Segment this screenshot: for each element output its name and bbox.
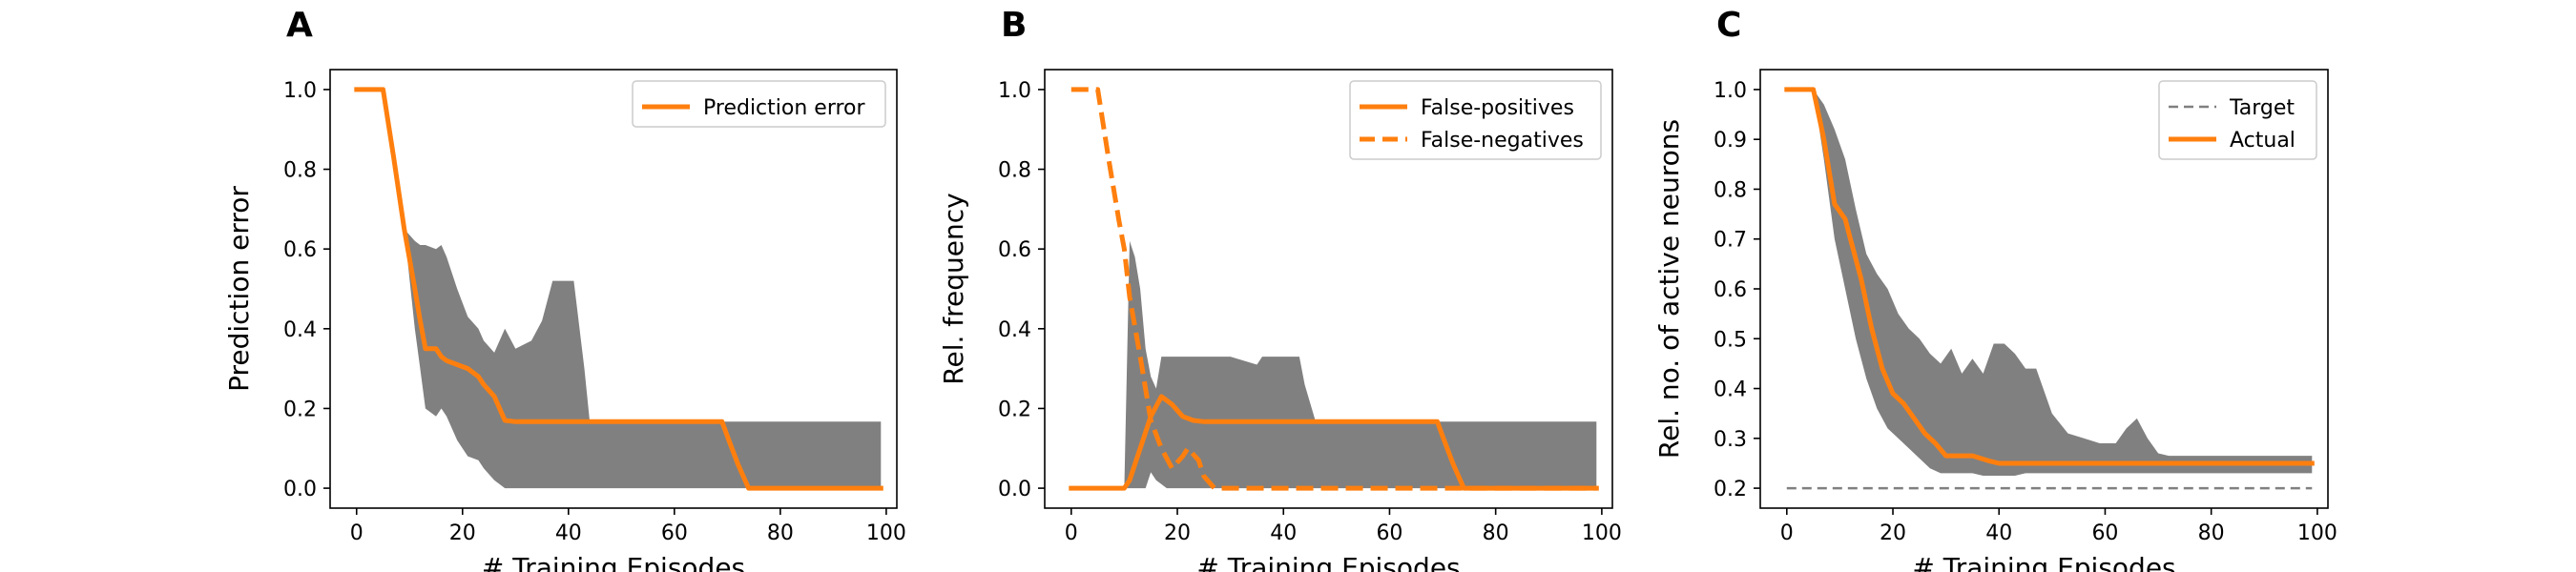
panel-c-x-tick-label: 80 bbox=[2198, 521, 2225, 545]
panel-a-x-axis-label: # Training Episodes bbox=[482, 552, 745, 572]
panel-b-x-tick-label: 100 bbox=[1582, 521, 1622, 545]
panel-b: B 0 20 40 60 80 100 0.0 0.2 0.4 0.6 0.8 1.0 # Trainin… bbox=[938, 6, 1622, 572]
panel-a-axes-frame bbox=[329, 69, 898, 509]
panel-a-legend-box bbox=[632, 80, 886, 128]
panel-b-y-tick-label: 0.2 bbox=[998, 398, 1031, 421]
panel-c-legend-label-0: Target bbox=[2229, 96, 2295, 120]
panel-b-y-tick-label: 0.8 bbox=[998, 159, 1031, 183]
panel-c-y-tick-label: 0.8 bbox=[1714, 178, 1747, 202]
panel-c-x-axis-label: # Training Episodes bbox=[1912, 552, 2175, 572]
panel-b-series-line-0 bbox=[1069, 394, 1599, 491]
panel-b-x-tick-label: 40 bbox=[1270, 521, 1297, 545]
panel-c-y-axis-label: Rel. no. of active neurons bbox=[1653, 119, 1685, 459]
panel-a-y-tick-label: 0.6 bbox=[283, 238, 317, 262]
panel-a-y-tick-label: 0.0 bbox=[283, 478, 317, 501]
panel-a-x-tick-label: 60 bbox=[661, 521, 688, 545]
panel-a-x-tick-label: 100 bbox=[866, 521, 906, 545]
panel-b-legend-label-1: False-negatives bbox=[1421, 129, 1584, 153]
panel-b-x-tick-label: 60 bbox=[1376, 521, 1402, 545]
panel-c-y-tick-label: 0.9 bbox=[1714, 129, 1747, 153]
panel-b-legend-label-0: False-positives bbox=[1421, 96, 1574, 120]
panel-c-y-tick-label: 0.6 bbox=[1714, 278, 1747, 302]
panel-c-x-tick-label: 40 bbox=[1985, 521, 2012, 545]
panel-a-y-tick-label: 0.8 bbox=[283, 159, 317, 183]
panel-a-x-tick-label: 80 bbox=[767, 521, 794, 545]
panel-c-series-line-1 bbox=[1784, 87, 2315, 466]
panel-a-letter: A bbox=[286, 6, 313, 45]
panel-b-x-tick-label: 80 bbox=[1483, 521, 1509, 545]
panel-a-x-tick-label: 0 bbox=[350, 521, 364, 545]
panel-c-x-tick-label: 60 bbox=[2091, 521, 2118, 545]
panel-c-legend-label-1: Actual bbox=[2230, 129, 2296, 153]
panel-c-y-tick-label: 0.7 bbox=[1714, 229, 1747, 253]
panel-a: A 0 20 40 60 80 100 0.0 0.2 0.4 0.6 0.8 1.0 # Trainin… bbox=[223, 6, 906, 572]
panel-a-x-tick-label: 40 bbox=[555, 521, 582, 545]
panel-b-x-axis-label: # Training Episodes bbox=[1196, 552, 1460, 572]
panel-a-y-tick-label: 0.2 bbox=[283, 398, 317, 421]
panel-b-variability-band bbox=[1070, 240, 1597, 489]
panel-b-x-tick-label: 0 bbox=[1065, 521, 1078, 545]
panel-c-variability-band bbox=[1786, 89, 2313, 477]
panel-b-y-tick-label: 0.4 bbox=[998, 318, 1031, 342]
panel-b-legend-box bbox=[1349, 80, 1602, 160]
panel-c-y-tick-label: 0.4 bbox=[1714, 378, 1747, 402]
panel-c-y-tick-label: 0.3 bbox=[1714, 428, 1747, 452]
panel-b-y-tick-label: 1.0 bbox=[998, 79, 1031, 103]
panel-a-series-line-0 bbox=[354, 87, 883, 491]
panel-a-y-tick-label: 1.0 bbox=[283, 79, 317, 103]
panel-a-y-tick-label: 0.4 bbox=[283, 318, 317, 342]
panel-c-x-tick-label: 20 bbox=[1880, 521, 1906, 545]
panel-a-y-axis-label: Prediction error bbox=[223, 186, 255, 392]
panel-c-y-tick-label: 0.2 bbox=[1714, 478, 1747, 501]
panel-c-letter: C bbox=[1716, 6, 1741, 45]
panel-c-x-tick-label: 100 bbox=[2297, 521, 2337, 545]
panel-b-letter: B bbox=[1001, 6, 1027, 45]
panel-b-legend: False-positives False-negatives bbox=[1349, 80, 1602, 160]
panel-b-y-axis-label: Rel. frequency bbox=[938, 193, 969, 384]
panel-b-x-tick-label: 20 bbox=[1164, 521, 1191, 545]
panel-a-variability-band bbox=[356, 89, 882, 489]
panel-c-legend: Target Actual bbox=[2158, 80, 2317, 160]
panel-c-x-tick-label: 0 bbox=[1780, 521, 1794, 545]
panel-b-y-tick-label: 0.0 bbox=[998, 478, 1031, 501]
panel-c-y-tick-label: 1.0 bbox=[1714, 79, 1747, 103]
panel-c: C 0 20 40 60 80 100 0.2 0.3 0.4 0.5 0.6 0.7 0.8 0.9 1.0… bbox=[1653, 6, 2337, 572]
panel-b-y-tick-label: 0.6 bbox=[998, 238, 1031, 262]
panel-a-legend: Prediction error bbox=[632, 80, 886, 128]
panel-a-legend-label-0: Prediction error bbox=[703, 96, 865, 120]
panel-a-x-tick-label: 20 bbox=[449, 521, 476, 545]
panel-c-y-tick-label: 0.5 bbox=[1714, 328, 1747, 352]
panel-b-axes-frame bbox=[1044, 69, 1613, 509]
